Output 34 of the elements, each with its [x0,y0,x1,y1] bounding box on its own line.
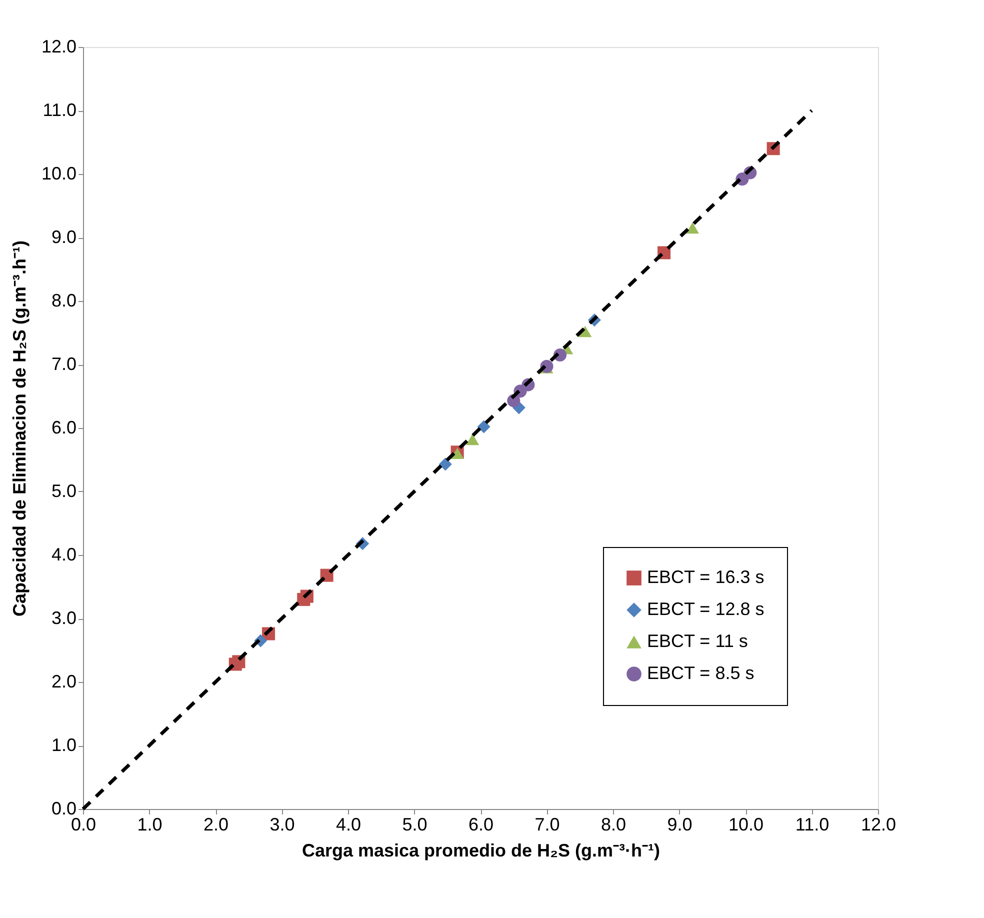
y-tick-label: 4.0 [51,544,76,564]
legend-label: EBCT = 16.3 s [647,567,764,587]
y-tick-label: 12.0 [41,36,76,56]
point [438,458,452,471]
x-tick-label: 8.0 [600,814,626,834]
point [477,420,490,434]
point [686,222,700,234]
y-tick-label: 1.0 [51,735,76,755]
y-tick-label: 7.0 [51,354,76,374]
x-tick-label: 6.0 [468,814,494,834]
x-tick-label: 2.0 [203,814,229,834]
legend-label: EBCT = 12.8 s [647,599,764,619]
y-axis-title: Capacidad de Eliminacion de H₂S (g.m⁻³.h⁻¹) [9,240,30,617]
x-tick-label: 11.0 [795,814,830,834]
y-tick-label: 9.0 [51,227,76,247]
x-tick-label: 9.0 [667,814,692,834]
y-tick-label: 8.0 [51,290,76,310]
x-tick-label: 3.0 [270,814,295,834]
x-tick-label: 5.0 [402,814,428,834]
y-tick-label: 2.0 [51,672,76,692]
y-tick-label: 5.0 [51,481,76,501]
y-tick-label: 10.0 [41,164,76,184]
x-tick-label: 10.0 [728,814,764,834]
y-tick-label: 6.0 [51,418,76,438]
x-tick-label: 7.0 [534,814,560,834]
x-axis-title: Carga masica promedio de H₂S (g.m⁻³·h⁻¹) [302,840,660,860]
y-tick-label: 11.0 [42,100,76,120]
x-tick-label: 12.0 [860,814,896,834]
y-tick-label: 3.0 [51,608,76,628]
legend-label: EBCT = 8.5 s [647,663,754,683]
point [466,434,480,446]
x-tick-label: 4.0 [336,814,362,834]
x-tick-label: 1.0 [137,814,162,834]
legend-label: EBCT = 11 s [647,631,748,651]
